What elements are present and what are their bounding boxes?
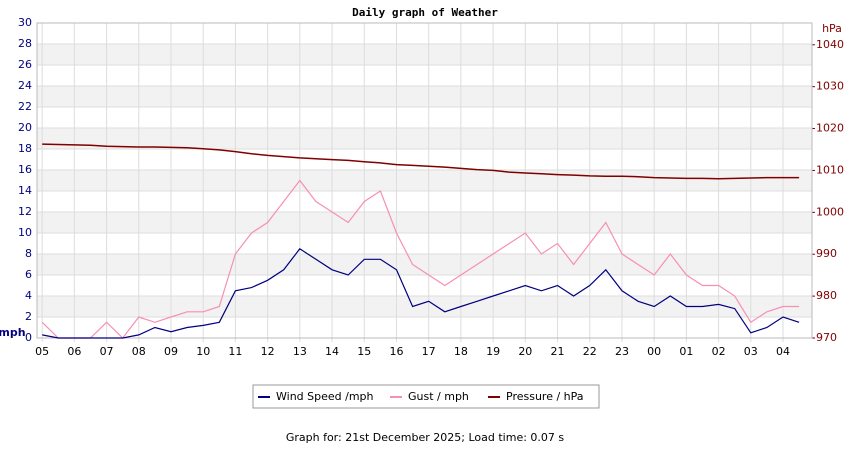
y-tick-label: 0	[25, 331, 32, 344]
y-tick-label: 8	[25, 247, 32, 260]
y-tick-label: 12	[18, 205, 32, 218]
y-tick-label: 2	[25, 310, 32, 323]
y-tick-label: 22	[18, 100, 32, 113]
legend-label: Wind Speed /mph	[276, 390, 374, 403]
x-tick-label: 10	[196, 345, 210, 358]
y-tick-label: 4	[25, 289, 32, 302]
x-tick-label: 23	[615, 345, 629, 358]
y-tick-label: 28	[18, 37, 32, 50]
y-tick-label: 30	[18, 16, 32, 29]
x-tick-label: 02	[712, 345, 726, 358]
y-tick-label: 26	[18, 58, 32, 71]
grid-band	[37, 212, 812, 233]
y-tick-label: 14	[18, 184, 32, 197]
y-axis-label: mph	[0, 326, 26, 339]
x-tick-label: 03	[744, 345, 758, 358]
x-tick-label: 19	[486, 345, 500, 358]
x-tick-label: 15	[357, 345, 371, 358]
chart-title: Daily graph of Weather	[352, 6, 498, 19]
x-tick-label: 11	[228, 345, 242, 358]
x-tick-label: 06	[67, 345, 81, 358]
y2-tick-label: 970	[816, 331, 837, 344]
y-tick-label: 6	[25, 268, 32, 281]
x-tick-label: 07	[100, 345, 114, 358]
y-tick-label: 18	[18, 142, 32, 155]
y2-tick-label: 1010	[816, 163, 844, 176]
x-tick-label: 13	[293, 345, 307, 358]
grid-band	[37, 44, 812, 65]
legend-label: Pressure / hPa	[506, 390, 584, 403]
footer: Graph for: 21st December 2025; Load time…	[286, 431, 565, 444]
plot-frame	[36, 22, 813, 339]
y-tick-label: 20	[18, 121, 32, 134]
x-tick-label: 22	[583, 345, 597, 358]
y-tick-label: 24	[18, 79, 32, 92]
x-tick-label: 05	[35, 345, 49, 358]
x-tick-label: 01	[679, 345, 693, 358]
x-tick-label: 20	[518, 345, 532, 358]
series-line	[42, 247, 800, 339]
legend-label: Gust / mph	[408, 390, 469, 403]
y-tick-label: 16	[18, 163, 32, 176]
y2-tick-label: 980	[816, 289, 837, 302]
x-tick-label: 16	[389, 345, 403, 358]
grid-band	[37, 128, 812, 149]
y-tick-label: 10	[18, 226, 32, 239]
series-line	[42, 143, 800, 180]
x-tick-label: 21	[551, 345, 565, 358]
y2-tick-label: 990	[816, 247, 837, 260]
series-line	[41, 179, 800, 339]
grid-band	[37, 170, 812, 191]
y2-tick-label: 1020	[816, 122, 844, 135]
x-tick-label: 17	[422, 345, 436, 358]
legend-box	[252, 384, 600, 409]
x-tick-label: 14	[325, 345, 339, 358]
x-tick-label: 08	[132, 345, 146, 358]
x-tick-label: 18	[454, 345, 468, 358]
grid-band	[37, 296, 812, 317]
y2-axis-label: hPa	[822, 22, 842, 35]
x-tick-label: 12	[261, 345, 275, 358]
grid-band	[37, 86, 812, 107]
y2-tick-label: 1040	[816, 38, 844, 51]
x-tick-label: 04	[776, 345, 790, 358]
y2-tick-label: 1030	[816, 80, 844, 93]
x-tick-label: 00	[647, 345, 661, 358]
x-tick-label: 09	[164, 345, 178, 358]
y2-tick-label: 1000	[816, 205, 844, 218]
